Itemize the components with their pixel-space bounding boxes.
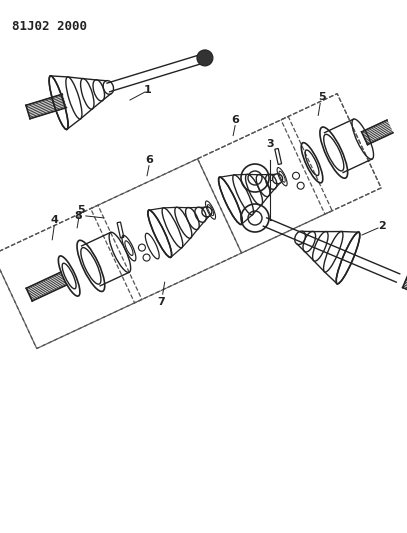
Text: 7: 7	[157, 297, 164, 307]
Text: 5: 5	[77, 205, 85, 215]
Text: 5: 5	[318, 92, 326, 102]
Text: 1: 1	[144, 85, 152, 95]
Text: 6: 6	[145, 155, 153, 165]
Text: 2: 2	[378, 221, 386, 231]
Text: 3: 3	[266, 139, 274, 149]
Ellipse shape	[197, 50, 213, 66]
Text: 6: 6	[231, 115, 239, 125]
Text: 81J02 2000: 81J02 2000	[12, 20, 87, 33]
Text: 8: 8	[74, 211, 82, 221]
Text: 4: 4	[50, 215, 58, 225]
